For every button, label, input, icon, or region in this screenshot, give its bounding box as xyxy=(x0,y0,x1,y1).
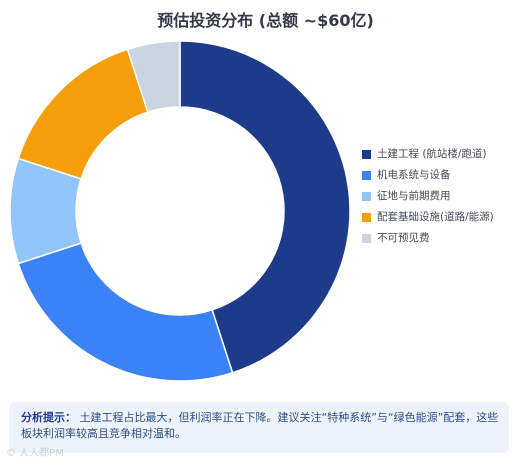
donut-slice[interactable] xyxy=(17,242,234,382)
donut-slice[interactable] xyxy=(179,40,351,374)
donut-chart xyxy=(9,40,351,382)
legend-swatch xyxy=(362,213,371,222)
watermark: © 人人都PM xyxy=(6,448,64,459)
note-heading: 分析提示： xyxy=(21,411,76,424)
analysis-note: 分析提示： 土建工程占比最大，但利润率正在下降。建议关注“特种系统”与“绿色能源… xyxy=(9,402,509,453)
legend-label: 土建工程 (航站楼/跑道) xyxy=(377,148,487,160)
legend-item[interactable]: 不可预见费 xyxy=(362,231,512,245)
legend-item[interactable]: 土建工程 (航站楼/跑道) xyxy=(362,147,512,161)
donut-slice[interactable] xyxy=(126,40,181,114)
legend-label: 配套基础设施(道路/能源) xyxy=(377,211,494,223)
legend-item[interactable]: 征地与前期费用 xyxy=(362,189,512,203)
legend-label: 机电系统与设备 xyxy=(377,169,451,181)
legend-swatch xyxy=(362,171,371,180)
chart-title: 预估投资分布 (总额 ~$60亿) xyxy=(157,11,374,30)
legend-label: 不可预见费 xyxy=(377,232,430,244)
legend-item[interactable]: 配套基础设施(道路/能源) xyxy=(362,210,512,224)
legend-label: 征地与前期费用 xyxy=(377,190,451,202)
chart-legend: 土建工程 (航站楼/跑道) 机电系统与设备 征地与前期费用 配套基础设施(道路/… xyxy=(362,147,512,252)
legend-swatch xyxy=(362,234,371,243)
legend-item[interactable]: 机电系统与设备 xyxy=(362,168,512,182)
donut-slice[interactable] xyxy=(17,48,149,180)
legend-swatch xyxy=(362,192,371,201)
legend-swatch xyxy=(362,150,371,159)
note-text: 土建工程占比最大，但利润率正在下降。建议关注“特种系统”与“绿色能源”配套，这些… xyxy=(21,411,499,440)
